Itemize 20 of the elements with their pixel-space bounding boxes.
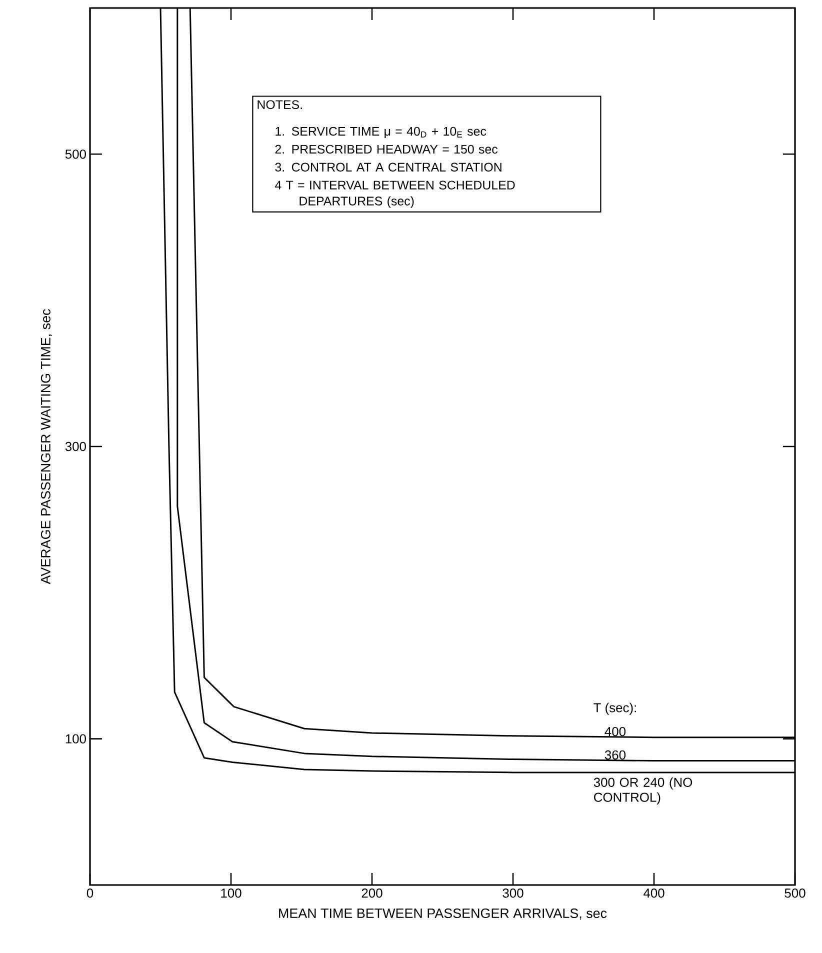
y-tick-label: 100 xyxy=(66,734,86,744)
y-tick-label: 500 xyxy=(65,150,86,159)
annotation: 1. SERVICE TIME μ = 40$_{D}$ + 10$_{E}$ sec xyxy=(276,126,486,138)
series-label: 360 xyxy=(604,750,626,760)
legend-title: T (sec): xyxy=(594,702,636,715)
x-tick-label: 0 xyxy=(86,888,94,898)
series-label: 400 xyxy=(604,726,626,736)
y-tick-label: 300 xyxy=(65,442,86,452)
x-axis-title: MEAN TIME BETWEEN PASSENGER ARRIVALS, sec xyxy=(279,908,607,920)
x-tick-label: 100 xyxy=(221,888,242,898)
annotation: NOTES. xyxy=(258,100,302,110)
x-tick-label: 200 xyxy=(362,888,382,898)
annotation: 2. PRESCRIBED HEADWAY = 150 sec xyxy=(275,144,498,154)
x-tick-label: 400 xyxy=(643,888,664,898)
x-tick-label: 300 xyxy=(502,888,524,898)
series-label: 300 OR 240 (NO CONTROL) xyxy=(594,777,692,804)
annotation: 3. CONTROL AT A CENTRAL STATION xyxy=(275,162,502,172)
y-axis-title: AVERAGE PASSENGER WAITING TIME, sec xyxy=(40,309,52,584)
annotation: 4 T = INTERVAL BETWEEN SCHEDULED DEPARTURES (sec) xyxy=(274,180,515,208)
x-tick-label: 500 xyxy=(784,888,806,898)
